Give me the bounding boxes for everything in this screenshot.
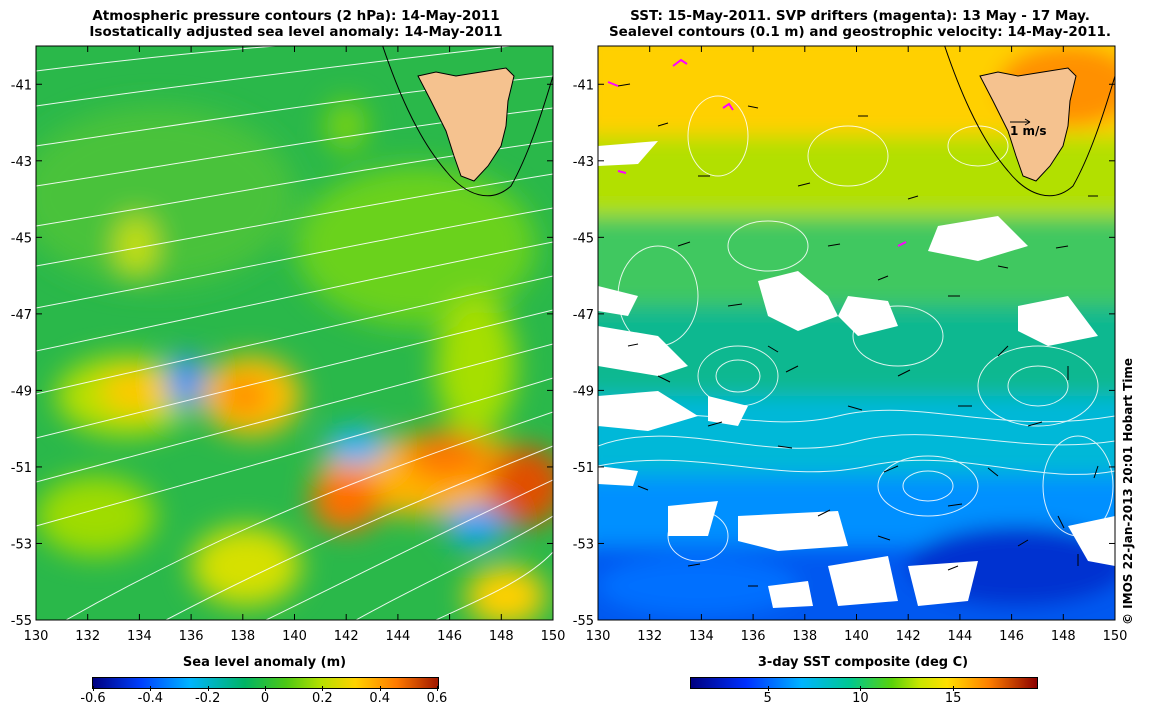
left-title-line1: Atmospheric pressure contours (2 hPa): 1… xyxy=(92,8,500,24)
lat-tick-label: -49 xyxy=(11,384,32,399)
lon-tick-label: 140 xyxy=(282,629,307,644)
colorbar-tick xyxy=(767,686,769,691)
colorbar-tick xyxy=(207,686,209,691)
colorbar-tick-label: 15 xyxy=(944,691,962,706)
lon-tick-label: 136 xyxy=(741,629,766,644)
right-title-line2: Sealevel contours (0.1 m) and geostrophi… xyxy=(608,24,1112,40)
colorbar-tick xyxy=(265,686,266,691)
velocity-scale-label: 1 m/s xyxy=(1010,124,1047,138)
colorbar-tick-label: -0.2 xyxy=(194,691,221,706)
lat-tick-label: -51 xyxy=(11,461,32,476)
lat-tick-label: -45 xyxy=(11,231,32,246)
lat-tick-label: -53 xyxy=(11,537,32,552)
sst-map: 1 m/s xyxy=(598,46,1115,620)
map-frame xyxy=(597,45,1116,621)
lat-tick-label: -43 xyxy=(573,155,594,170)
lat-tick-label: -47 xyxy=(573,308,594,323)
colorbar-tick-label: 0.2 xyxy=(311,691,333,706)
sst-colorbar xyxy=(690,677,1038,689)
colorbar-tick-label: 0.4 xyxy=(369,691,390,706)
lon-tick-label: 148 xyxy=(1051,629,1076,644)
lon-tick-label: 146 xyxy=(437,629,462,644)
lon-tick-label: 146 xyxy=(999,629,1024,644)
lon-tick-label: 150 xyxy=(541,629,566,644)
lon-tick-label: 144 xyxy=(947,629,972,644)
colorbar-tick-label: -0.6 xyxy=(80,691,106,706)
lat-tick-label: -41 xyxy=(11,78,32,93)
lon-tick-label: 150 xyxy=(1103,629,1128,644)
lat-tick-label: -53 xyxy=(573,537,594,552)
lat-tick-label: -43 xyxy=(11,155,32,170)
lon-tick-label: 132 xyxy=(637,629,662,644)
lat-tick-label: -55 xyxy=(11,614,32,629)
lon-tick-label: 138 xyxy=(230,629,255,644)
lon-tick-label: 142 xyxy=(334,629,359,644)
sla-colorbar-title: Sea level anomaly (m) xyxy=(182,655,347,670)
lat-tick-label: -51 xyxy=(573,461,594,476)
lon-tick-label: 130 xyxy=(24,629,49,644)
colorbar-tick xyxy=(93,686,94,691)
colorbar-tick xyxy=(322,686,324,691)
lon-tick-label: 134 xyxy=(127,629,152,644)
lon-tick-label: 148 xyxy=(489,629,514,644)
colorbar-tick xyxy=(953,686,955,691)
lon-tick-label: 134 xyxy=(689,629,714,644)
right-title-line1: SST: 15-May-2011. SVP drifters (magenta)… xyxy=(630,8,1090,24)
sst-colorbar-title: 3-day SST composite (deg C) xyxy=(757,655,969,670)
colorbar-tick-label: 0 xyxy=(260,691,270,706)
lat-tick-label: -41 xyxy=(573,78,594,93)
lat-tick-label: -49 xyxy=(573,384,594,399)
lon-tick-label: 132 xyxy=(75,629,100,644)
left-title-line2: Isostatically adjusted sea level anomaly… xyxy=(89,24,503,40)
colorbar-tick xyxy=(379,686,381,691)
lat-tick-label: -45 xyxy=(573,231,594,246)
colorbar-tick-label: -0.4 xyxy=(137,691,164,706)
colorbar-tick-label: 10 xyxy=(852,691,869,706)
lon-tick-label: 142 xyxy=(896,629,921,644)
colorbar-tick xyxy=(150,686,152,691)
colorbar-tick xyxy=(437,686,438,691)
colorbar-tick xyxy=(860,686,862,691)
lon-tick-label: 138 xyxy=(792,629,817,644)
colorbar-tick-label: 0.6 xyxy=(426,691,448,706)
lon-tick-label: 130 xyxy=(586,629,611,644)
left-title: Atmospheric pressure contours (2 hPa): 1… xyxy=(36,8,556,40)
colorbar-tick-label: 5 xyxy=(763,691,772,706)
lon-tick-label: 144 xyxy=(385,629,410,644)
lon-tick-label: 140 xyxy=(844,629,869,644)
right-title: SST: 15-May-2011. SVP drifters (magenta)… xyxy=(590,8,1130,40)
lat-tick-label: -55 xyxy=(573,614,594,629)
sla-map xyxy=(36,46,553,620)
map-frame xyxy=(35,45,554,621)
credit-text: © IMOS 22-Jan-2013 20:01 Hobart Time xyxy=(1121,357,1135,625)
sst-map-graphic xyxy=(598,46,1115,620)
sla-map-graphic xyxy=(36,46,553,620)
lat-tick-label: -47 xyxy=(11,308,32,323)
lon-tick-label: 136 xyxy=(179,629,204,644)
